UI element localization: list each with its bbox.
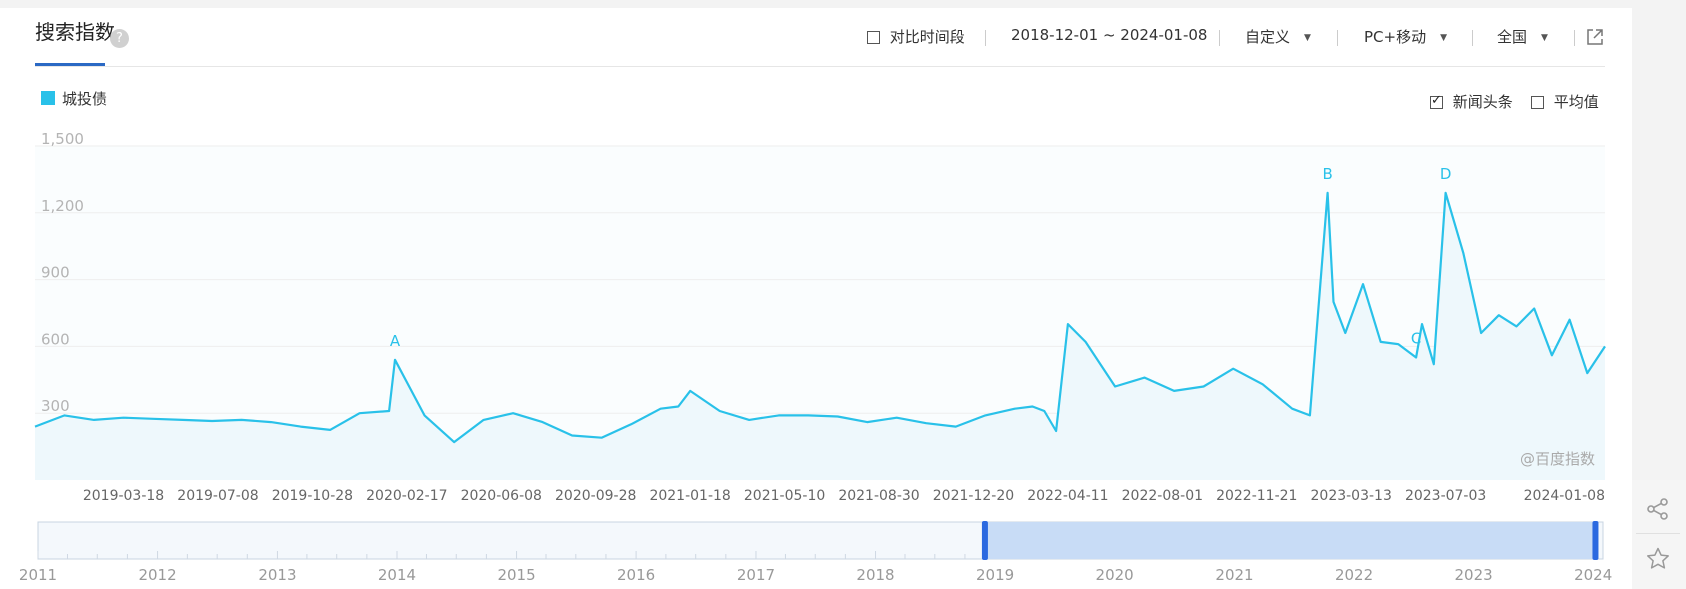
external-link-icon[interactable] (1586, 28, 1604, 46)
annotation-marker-b: B (1322, 165, 1332, 183)
compare-checkbox[interactable] (867, 31, 880, 44)
date-range-picker[interactable]: 2018-12-01 ~ 2024-01-08 (1011, 26, 1208, 44)
toolbar-separator (1574, 30, 1575, 46)
y-tick-label: 1,500 (41, 130, 84, 148)
news-label: 新闻头条 (1452, 93, 1513, 111)
device-label: PC+移动 (1364, 28, 1427, 46)
custom-range-dropdown[interactable]: 自定义 ▼ (1245, 26, 1311, 47)
x-tick-label: 2019-07-08 (177, 488, 258, 504)
x-tick-label: 2021-01-18 (649, 488, 730, 504)
side-divider (1636, 533, 1680, 534)
x-tick-label: 2020-02-17 (366, 488, 447, 504)
y-tick-label: 300 (41, 397, 70, 415)
navigator-year-label: 2020 (1096, 566, 1134, 584)
x-tick-label: 2021-05-10 (744, 488, 825, 504)
header-divider (35, 66, 1605, 67)
y-tick-label: 1,200 (41, 197, 84, 215)
annotation-marker-d: D (1440, 165, 1452, 183)
compare-label: 对比时间段 (889, 28, 965, 46)
caret-down-icon: ▼ (1304, 33, 1311, 43)
navigator-year-label: 2012 (138, 566, 176, 584)
navigator-year-label: 2015 (497, 566, 535, 584)
news-checkbox[interactable] (1430, 93, 1443, 109)
navigator-year-label: 2018 (856, 566, 894, 584)
legend-series-label: 城投债 (62, 90, 108, 108)
navigator-handle-right[interactable] (1592, 521, 1599, 560)
x-tick-label: 2022-08-01 (1122, 488, 1203, 504)
x-tick-label: 2022-11-21 (1216, 488, 1297, 504)
average-toggle[interactable]: 平均值 (1531, 91, 1599, 112)
legend-swatch (41, 91, 55, 105)
x-tick-label: 2020-06-08 (461, 488, 542, 504)
annotation-marker-a: A (390, 332, 401, 350)
annotation-marker-c: C (1411, 330, 1421, 348)
x-tick-label: 2019-10-28 (272, 488, 353, 504)
region-dropdown[interactable]: 全国 ▼ (1497, 26, 1548, 47)
compare-period-toggle[interactable]: 对比时间段 (867, 26, 965, 47)
navigator-year-label: 2017 (737, 566, 775, 584)
navigator-year-label: 2024 (1574, 566, 1612, 584)
device-dropdown[interactable]: PC+移动 ▼ (1364, 26, 1447, 47)
navigator-year-label: 2022 (1335, 566, 1373, 584)
caret-down-icon: ▼ (1541, 33, 1548, 43)
navigator-handle-left[interactable] (981, 521, 988, 560)
x-tick-label: 2021-12-20 (933, 488, 1014, 504)
x-tick-label: 2022-04-11 (1027, 488, 1108, 504)
news-headlines-toggle[interactable]: 新闻头条 (1430, 91, 1513, 112)
navigator-year-label: 2014 (378, 566, 416, 584)
side-toolbar (1632, 480, 1686, 589)
watermark: @百度指数 (1520, 450, 1595, 468)
average-checkbox[interactable] (1531, 96, 1544, 109)
toolbar-separator (985, 30, 986, 46)
region-label: 全国 (1497, 28, 1528, 46)
series-area-cityinvestbond (35, 192, 1605, 481)
star-icon[interactable] (1644, 546, 1672, 574)
x-tick-label: 2019-03-18 (83, 488, 164, 504)
navigator-year-label: 2023 (1455, 566, 1493, 584)
navigator-selected-range[interactable] (984, 522, 1596, 559)
page-title: 搜索指数 (35, 20, 115, 44)
series-line-cityinvestbond (34, 191, 1606, 444)
navigator-year-label: 2011 (19, 566, 57, 584)
x-tick-label: 2023-03-13 (1311, 488, 1392, 504)
title-underline (35, 63, 105, 66)
share-icon[interactable] (1644, 496, 1672, 524)
navigator-year-label: 2013 (258, 566, 296, 584)
y-tick-label: 600 (41, 330, 70, 348)
search-index-chart[interactable]: 300 600 900 1,200 1,500 A B C D @百度指数 2019-03-18 20… (0, 0, 1632, 589)
navigator-year-label: 2021 (1215, 566, 1253, 584)
y-tick-label: 900 (41, 264, 70, 282)
toolbar-separator (1337, 30, 1338, 46)
toolbar-separator (1472, 30, 1473, 46)
caret-down-icon: ▼ (1440, 33, 1448, 43)
help-icon[interactable]: ? (110, 29, 129, 48)
navigator-year-label: 2019 (976, 566, 1014, 584)
toolbar-separator (1219, 30, 1220, 46)
x-tick-label: 2020-09-28 (555, 488, 636, 504)
custom-range-label: 自定义 (1245, 28, 1291, 46)
navigator-year-label: 2016 (617, 566, 655, 584)
x-tick-label: 2021-08-30 (838, 488, 919, 504)
average-label: 平均值 (1553, 93, 1599, 111)
x-tick-label: 2024-01-08 (1524, 488, 1605, 504)
x-tick-label: 2023-07-03 (1405, 488, 1486, 504)
